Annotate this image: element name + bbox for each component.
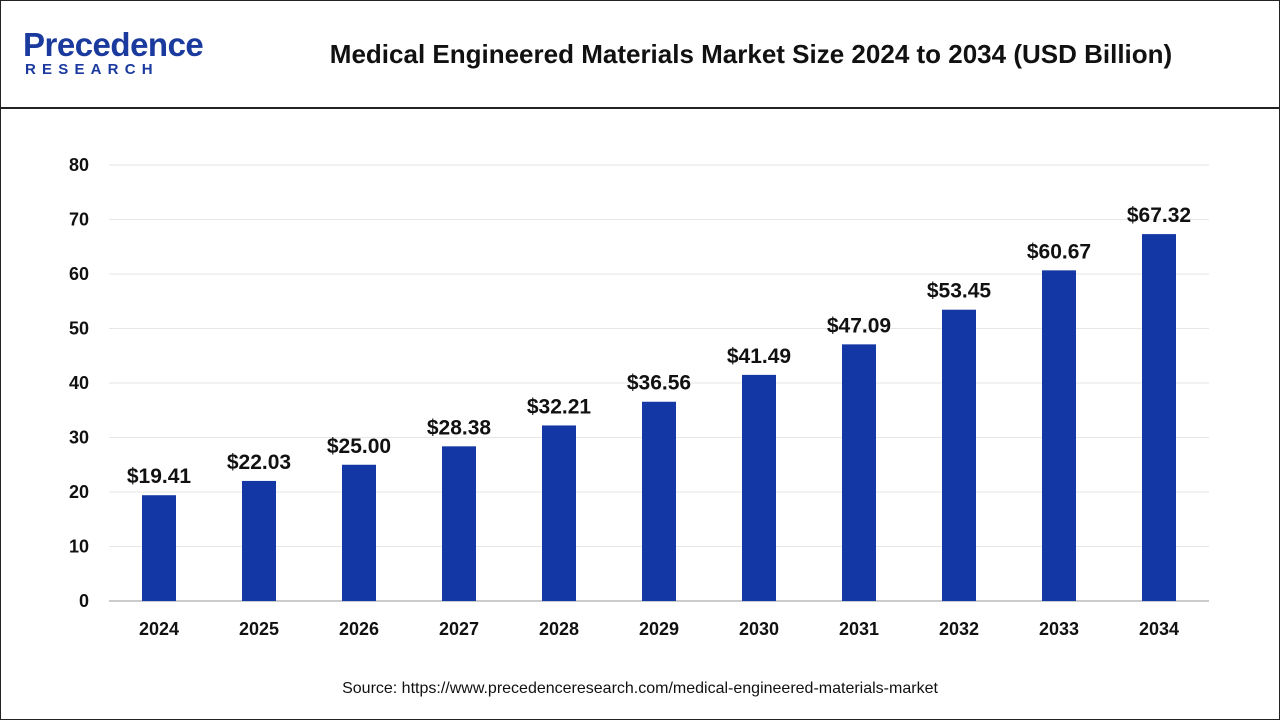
bar: [142, 495, 176, 601]
data-label: $47.09: [827, 314, 891, 337]
precedence-research-logo: Precedence RESEARCH: [23, 27, 213, 87]
x-tick-label: 2025: [239, 619, 279, 639]
x-tick-label: 2029: [639, 619, 679, 639]
y-tick-label: 0: [79, 591, 89, 611]
bar: [1042, 270, 1076, 601]
data-label: $32.21: [527, 395, 592, 418]
y-tick-label: 70: [69, 210, 89, 230]
bar: [242, 480, 276, 601]
x-tick-label: 2028: [539, 619, 579, 639]
y-tick-label: 20: [69, 482, 89, 502]
x-tick-label: 2034: [1139, 619, 1179, 639]
y-tick-label: 80: [69, 155, 89, 175]
bar: [542, 425, 576, 601]
bar: [642, 401, 676, 601]
x-tick-label: 2032: [939, 619, 979, 639]
y-tick-label: 50: [69, 319, 89, 339]
bar: [942, 309, 976, 601]
bar: [1142, 234, 1176, 601]
y-tick-label: 30: [69, 428, 89, 448]
data-label: $53.45: [927, 280, 992, 303]
y-axis-ticks: 0 10 20 30 40 50 60 70 80: [69, 155, 89, 611]
data-label: $22.03: [227, 451, 291, 474]
y-tick-label: 40: [69, 373, 89, 393]
data-label: $25.00: [327, 435, 391, 458]
x-tick-label: 2030: [739, 619, 779, 639]
x-tick-label: 2033: [1039, 619, 1079, 639]
data-label: $67.32: [1127, 204, 1191, 227]
x-tick-label: 2031: [839, 619, 879, 639]
gridlines: [109, 164, 1209, 602]
bar: [442, 446, 476, 601]
y-tick-label: 60: [69, 264, 89, 284]
bars: [142, 234, 1176, 601]
x-axis-ticks: 2024 2025 2026 2027 2028 2029 2030 2031 2032 2033…: [139, 619, 1179, 639]
data-labels: $19.41 $22.03 $25.00 $28.38 $32.21 $36.56 $41.…: [127, 204, 1191, 488]
chart-title: Medical Engineered Materials Market Size…: [329, 39, 1173, 69]
logo-wordmark: Precedence: [23, 26, 204, 63]
x-tick-label: 2024: [139, 619, 179, 639]
source-note: Source: https://www.precedenceresearch.c…: [342, 680, 938, 697]
logo-subtext: RESEARCH: [25, 61, 159, 78]
x-tick-label: 2027: [439, 619, 479, 639]
data-label: $28.38: [427, 416, 492, 439]
bar: [342, 464, 376, 601]
header: Precedence RESEARCH Medical Engineered M…: [1, 1, 1279, 109]
bar: [842, 344, 876, 601]
x-tick-label: 2026: [339, 619, 379, 639]
data-label: $36.56: [627, 372, 691, 395]
data-label: $60.67: [1027, 240, 1091, 263]
data-label: $41.49: [727, 345, 791, 368]
y-tick-label: 10: [69, 537, 89, 557]
bar: [742, 374, 776, 601]
data-label: $19.41: [127, 465, 192, 488]
